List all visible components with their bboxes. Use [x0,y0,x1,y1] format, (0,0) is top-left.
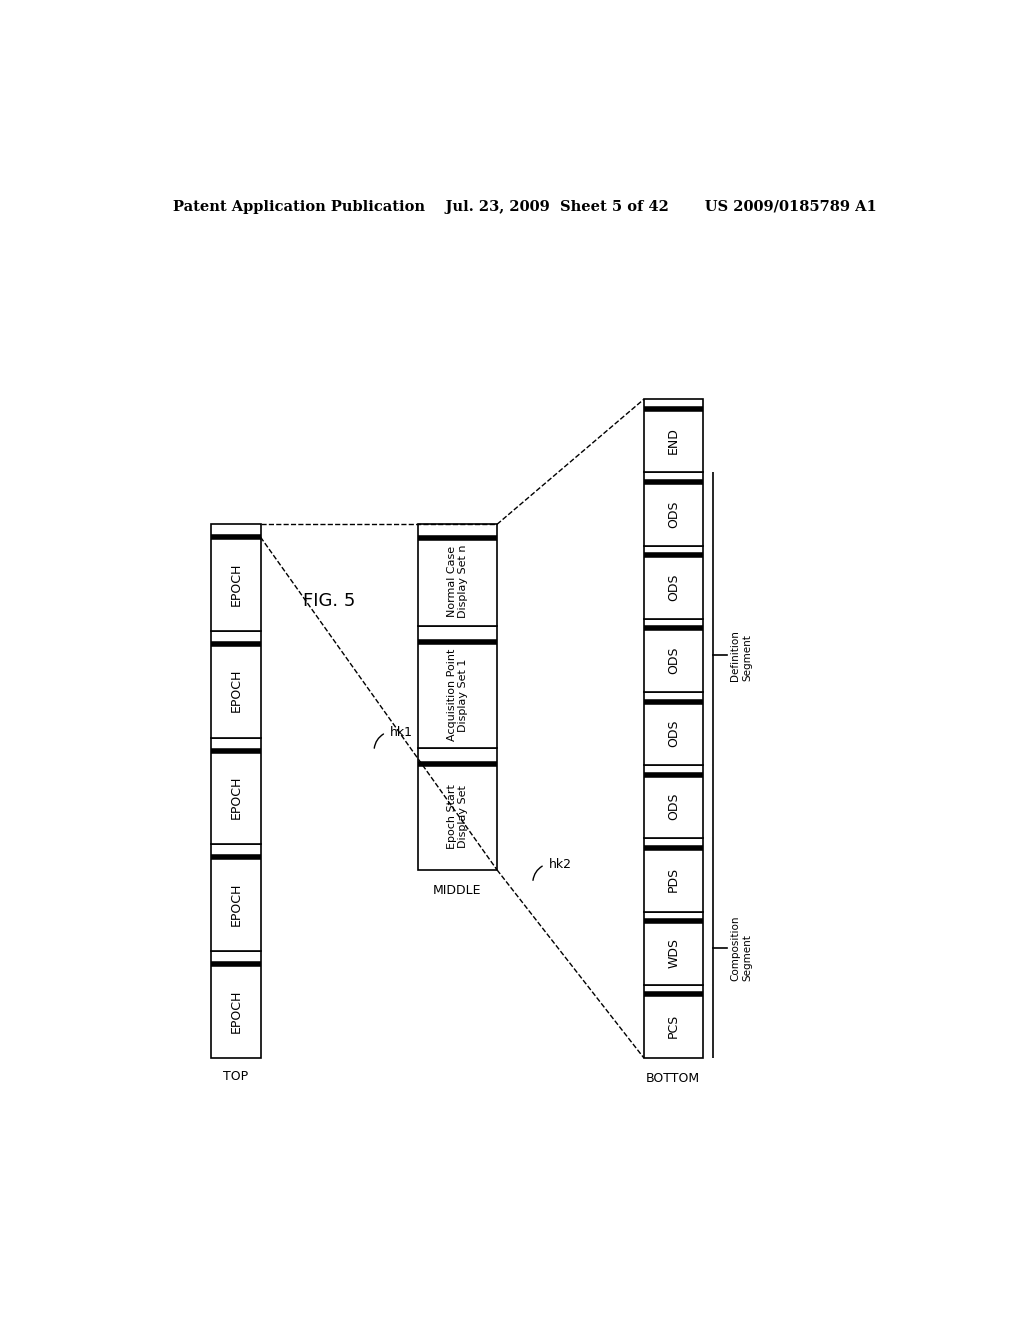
Bar [644,985,703,1057]
Bar [644,545,703,619]
Text: ODS: ODS [667,719,680,747]
Bar [644,619,703,692]
Text: EPOCH: EPOCH [229,883,243,925]
Text: Normal Case
Display Set n: Normal Case Display Set n [446,545,468,619]
Text: ODS: ODS [667,500,680,528]
Bar [211,524,260,631]
Bar [644,399,703,473]
Text: EPOCH: EPOCH [229,669,243,713]
Text: BOTTOM: BOTTOM [646,1072,700,1085]
Bar [644,473,703,545]
Bar [418,748,497,870]
Text: hk1: hk1 [390,726,413,739]
Bar [644,838,703,912]
Bar [211,952,260,1057]
Bar [644,692,703,766]
Text: MIDDLE: MIDDLE [433,884,481,898]
Bar [211,738,260,845]
Bar [644,766,703,838]
Text: Composition
Segment: Composition Segment [730,915,752,981]
Bar [418,626,497,748]
Text: Definition
Segment: Definition Segment [730,630,752,681]
Text: PDS: PDS [667,867,680,892]
Text: Patent Application Publication    Jul. 23, 2009  Sheet 5 of 42       US 2009/018: Patent Application Publication Jul. 23, … [173,201,877,214]
Text: Epoch Start
Display Set: Epoch Start Display Set [446,784,468,849]
Text: hk2: hk2 [549,858,571,871]
Text: END: END [667,428,680,454]
Text: EPOCH: EPOCH [229,989,243,1032]
Bar [418,524,497,626]
Bar [644,912,703,985]
Text: ODS: ODS [667,647,680,675]
Text: TOP: TOP [223,1071,249,1084]
Text: EPOCH: EPOCH [229,776,243,820]
Text: PCS: PCS [667,1014,680,1039]
Bar [211,845,260,952]
Text: EPOCH: EPOCH [229,562,243,606]
Text: FIG. 5: FIG. 5 [303,591,355,610]
Text: WDS: WDS [667,939,680,968]
Text: Acquisition Point
Display Set 1: Acquisition Point Display Set 1 [446,648,468,741]
Bar [211,631,260,738]
Text: ODS: ODS [667,793,680,820]
Text: ODS: ODS [667,573,680,601]
